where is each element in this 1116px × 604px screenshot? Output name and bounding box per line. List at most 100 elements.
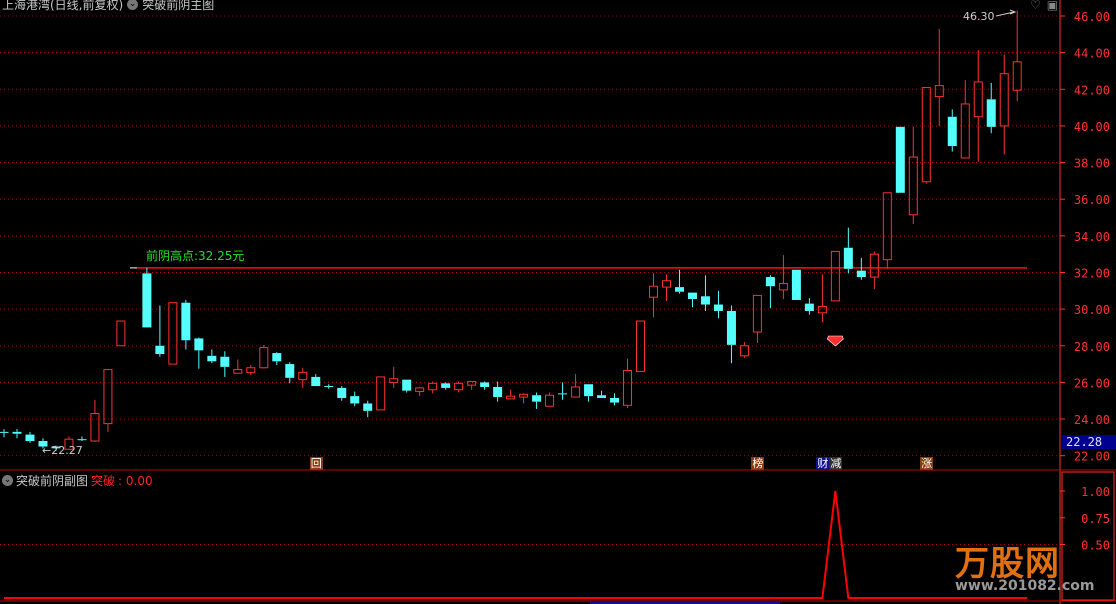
- sub-indicator-name[interactable]: 突破前阴副图: [16, 474, 89, 488]
- y-tick-label: 24.00: [1074, 413, 1110, 427]
- candle-body-down: [77, 439, 87, 441]
- candle: [51, 445, 61, 451]
- candle-body-down: [38, 441, 48, 447]
- candle-body-down: [350, 396, 360, 404]
- candle: [350, 391, 360, 407]
- chevron-circle-icon[interactable]: ⌄: [2, 475, 13, 486]
- candle: [739, 342, 749, 358]
- candle: [311, 374, 321, 387]
- candle: [649, 273, 658, 318]
- candle-body-up: [246, 367, 256, 373]
- scrollbar: [590, 601, 780, 604]
- candle: [1012, 10, 1022, 102]
- candle: [0, 429, 9, 438]
- candle: [687, 292, 697, 308]
- candle: [752, 294, 762, 344]
- candle-body-up: [506, 395, 516, 400]
- y-tick-label: 46.00: [1074, 10, 1110, 24]
- y-tick-label: 38.00: [1074, 157, 1110, 171]
- candle-body-up: [921, 86, 931, 183]
- candle-body-up: [103, 369, 113, 425]
- candle: [973, 49, 983, 162]
- candle: [895, 126, 905, 193]
- candle: [220, 351, 230, 377]
- candle: [246, 364, 256, 376]
- candle: [843, 227, 853, 274]
- low-price-label: ←22.27: [42, 444, 83, 457]
- candle-body-down: [597, 395, 607, 398]
- candle: [947, 109, 957, 152]
- candle-body-down: [804, 303, 814, 311]
- candle-body-up: [389, 378, 399, 383]
- candle: [506, 389, 516, 400]
- signal-marker: 财: [816, 457, 830, 470]
- candle-body-down: [337, 387, 347, 398]
- candle: [233, 359, 243, 374]
- candle: [934, 28, 944, 126]
- candle-body-down: [726, 310, 736, 345]
- window-icon[interactable]: ▣: [1046, 0, 1059, 12]
- candle-body-up: [999, 73, 1009, 127]
- sub-axis-frame: [1061, 471, 1115, 601]
- candle-body-up: [168, 302, 178, 365]
- candle-body-up: [649, 285, 658, 298]
- candle-body-down: [311, 376, 321, 387]
- candle-body-down: [155, 345, 165, 355]
- series-label: 突破: [91, 474, 116, 488]
- sub-y-tick-label: 1.00: [1081, 485, 1110, 499]
- candle: [155, 305, 165, 357]
- candle: [142, 267, 152, 328]
- signal-marker: 涨: [920, 457, 934, 470]
- candle-body-down: [493, 386, 503, 398]
- current-price-label: 22.28: [1066, 435, 1102, 449]
- candle: [986, 82, 996, 134]
- y-tick-label: 34.00: [1074, 230, 1110, 244]
- candle-body-up: [908, 156, 918, 216]
- candle-body-up: [636, 320, 646, 372]
- candle-body-down: [25, 434, 35, 442]
- candle: [181, 299, 191, 350]
- candle-body-down: [558, 393, 568, 395]
- main-indicator-name[interactable]: 突破前阴主图: [142, 0, 215, 12]
- chevron-circle-icon[interactable]: ⌄: [127, 0, 139, 10]
- candle: [856, 257, 866, 280]
- candle: [908, 126, 918, 224]
- candle-body-down: [895, 126, 905, 193]
- heart-outline-icon[interactable]: ♡: [1030, 0, 1041, 12]
- candle: [674, 269, 684, 294]
- candle: [298, 367, 308, 388]
- candle: [168, 302, 178, 365]
- candle: [765, 275, 775, 309]
- candle-body-up: [934, 85, 944, 98]
- candle: [960, 80, 970, 159]
- candle: [90, 399, 100, 442]
- chart-title-bar: 上海港湾(日线,前复权) ⌄ 突破前阴主图: [2, 0, 214, 13]
- candle: [584, 384, 594, 402]
- signal-marker: 回: [309, 457, 323, 470]
- candle: [12, 429, 22, 439]
- candle-body-up: [1012, 61, 1022, 91]
- candle-body-down: [480, 382, 490, 387]
- y-tick-label: 30.00: [1074, 303, 1110, 317]
- candle-body-up: [428, 382, 438, 391]
- y-tick-label: 28.00: [1074, 340, 1110, 354]
- candle: [493, 381, 503, 402]
- sub-y-tick-label: 0.50: [1081, 539, 1110, 553]
- candle: [610, 393, 620, 406]
- candle: [272, 352, 282, 365]
- candle-body-down: [674, 287, 684, 292]
- candle: [480, 381, 490, 390]
- candle-body-up: [817, 305, 827, 314]
- candle-body-down: [181, 302, 191, 341]
- signal-marker: 榜: [751, 457, 765, 470]
- candle: [467, 380, 477, 390]
- watermark-url: www.201082.com: [955, 578, 1095, 594]
- candle-body-down: [610, 397, 620, 403]
- candle: [324, 384, 334, 389]
- candle-body-up: [116, 320, 126, 347]
- candle-body-up: [882, 192, 892, 261]
- candle-body-up: [830, 250, 840, 302]
- candle: [363, 400, 373, 418]
- candle-body-down: [700, 296, 710, 305]
